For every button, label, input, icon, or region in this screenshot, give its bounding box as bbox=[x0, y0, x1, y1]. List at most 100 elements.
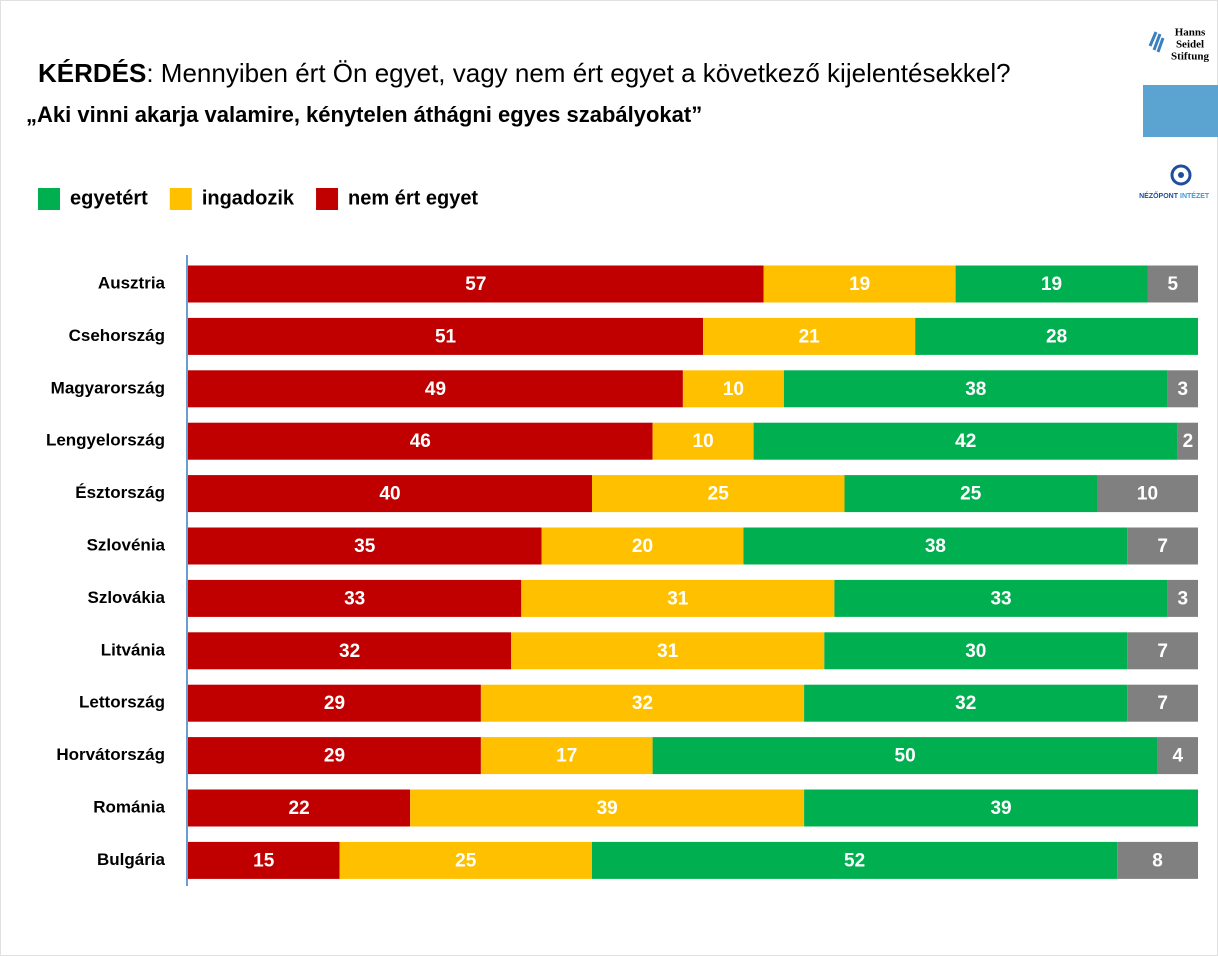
bar-segment bbox=[188, 475, 592, 513]
value-label: 25 bbox=[455, 850, 477, 871]
bar-segment bbox=[480, 737, 653, 775]
value-label: 29 bbox=[324, 693, 345, 714]
bar-segment bbox=[804, 789, 1198, 827]
value-label: 10 bbox=[1137, 484, 1158, 505]
logo-text: Seidel bbox=[1176, 39, 1204, 51]
value-label: 30 bbox=[965, 641, 986, 662]
bar-segment bbox=[480, 684, 805, 722]
value-label: 32 bbox=[632, 693, 653, 714]
bar-segment bbox=[188, 265, 764, 303]
legend-label: ingadozik bbox=[202, 187, 295, 209]
bar-segment bbox=[783, 370, 1168, 408]
value-label: 25 bbox=[708, 484, 730, 505]
logo-hss: Hanns Seidel Stiftung bbox=[1143, 27, 1218, 137]
value-label: 21 bbox=[799, 326, 821, 347]
bar-segment bbox=[188, 789, 411, 827]
category-label: Románia bbox=[93, 797, 165, 816]
bar-segment bbox=[511, 632, 825, 670]
category-label: Szlovákia bbox=[88, 588, 166, 607]
value-label: 52 bbox=[844, 850, 865, 871]
bar-segment bbox=[844, 475, 1097, 513]
bar-segment bbox=[541, 527, 744, 565]
value-label: 25 bbox=[960, 484, 982, 505]
value-label: 7 bbox=[1157, 641, 1168, 662]
value-label: 32 bbox=[955, 693, 976, 714]
value-label: 19 bbox=[1041, 274, 1062, 295]
bar-segment bbox=[743, 527, 1128, 565]
chart-title: KÉRDÉS: Mennyiben ért Ön egyet, vagy nem… bbox=[38, 58, 1011, 88]
bar-segment bbox=[521, 579, 835, 617]
bar-segment bbox=[188, 317, 704, 355]
value-label: 3 bbox=[1178, 588, 1189, 609]
value-label: 17 bbox=[556, 746, 577, 767]
value-label: 29 bbox=[324, 746, 345, 767]
bar-segment bbox=[1127, 527, 1198, 565]
category-label: Lettország bbox=[79, 693, 165, 712]
bar-segment bbox=[188, 632, 512, 670]
logo-icon bbox=[1170, 164, 1192, 186]
bar-segment bbox=[410, 789, 805, 827]
bar-segment bbox=[592, 841, 1118, 879]
value-label: 32 bbox=[339, 641, 360, 662]
bar-segment bbox=[188, 527, 542, 565]
value-label: 42 bbox=[955, 431, 976, 452]
legend-swatch bbox=[38, 188, 60, 210]
legend-swatch bbox=[316, 188, 339, 210]
value-label: 4 bbox=[1173, 746, 1184, 767]
value-label: 19 bbox=[849, 274, 870, 295]
value-label: 33 bbox=[344, 588, 365, 609]
value-label: 7 bbox=[1157, 693, 1168, 714]
value-label: 33 bbox=[990, 588, 1011, 609]
category-label: Bulgária bbox=[97, 850, 166, 869]
category-label: Észtország bbox=[75, 483, 165, 502]
bar-segment bbox=[1127, 632, 1198, 670]
bar-segment bbox=[188, 422, 653, 460]
value-label: 10 bbox=[693, 431, 714, 452]
title-text: : Mennyiben ért Ön egyet, vagy nem ért e… bbox=[146, 58, 1010, 88]
value-label: 39 bbox=[990, 798, 1011, 819]
bar-segment bbox=[188, 684, 481, 722]
legend-label: egyetért bbox=[70, 187, 148, 209]
legend-swatch bbox=[169, 188, 192, 210]
value-label: 51 bbox=[435, 326, 457, 347]
logo-block bbox=[1143, 85, 1218, 137]
bar-segment bbox=[339, 841, 592, 879]
bar-segment bbox=[804, 684, 1128, 722]
bar-segment bbox=[1097, 475, 1198, 513]
legend-label: nem ért egyet bbox=[348, 187, 478, 209]
category-label: Szlovénia bbox=[87, 535, 166, 554]
logo-icon bbox=[1148, 31, 1165, 53]
category-label: Litvánia bbox=[101, 640, 166, 659]
bar-segment bbox=[834, 579, 1168, 617]
bar-segment bbox=[763, 265, 956, 303]
logo-text: Stiftung bbox=[1171, 51, 1209, 63]
logo-icon bbox=[1178, 172, 1184, 178]
bar-segment bbox=[188, 579, 522, 617]
bar-segment bbox=[188, 737, 481, 775]
bar-segment bbox=[915, 317, 1198, 355]
bar-segment bbox=[1157, 737, 1198, 775]
value-label: 46 bbox=[410, 431, 431, 452]
bar-segment bbox=[652, 737, 1158, 775]
value-label: 38 bbox=[965, 379, 986, 400]
value-label: 2 bbox=[1183, 431, 1194, 452]
category-label: Magyarország bbox=[51, 378, 165, 397]
value-label: 49 bbox=[425, 379, 446, 400]
value-label: 50 bbox=[895, 746, 916, 767]
value-label: 8 bbox=[1152, 850, 1163, 871]
value-label: 3 bbox=[1178, 379, 1189, 400]
bar-segment bbox=[1177, 422, 1198, 460]
value-label: 31 bbox=[667, 588, 689, 609]
value-label: 40 bbox=[379, 484, 400, 505]
value-label: 39 bbox=[597, 798, 618, 819]
value-label: 22 bbox=[289, 798, 310, 819]
category-label: Ausztria bbox=[98, 273, 166, 292]
value-label: 28 bbox=[1046, 326, 1067, 347]
category-label: Horvátország bbox=[56, 745, 165, 764]
value-label: 10 bbox=[723, 379, 744, 400]
value-label: 31 bbox=[657, 641, 679, 662]
logo-text: NÉZŐPONT bbox=[1139, 191, 1179, 200]
bar-segment bbox=[652, 422, 754, 460]
bar-segment bbox=[1167, 370, 1198, 408]
